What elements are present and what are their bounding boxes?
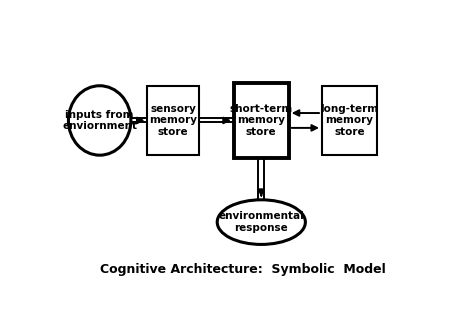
Text: Cognitive Architecture:  Symbolic  Model: Cognitive Architecture: Symbolic Model [100,263,386,276]
Text: inputs from
enviornment: inputs from enviornment [62,110,137,131]
Text: sensory
memory
store: sensory memory store [149,104,197,137]
Bar [322,86,377,155]
Bar [234,83,289,158]
Bar [147,86,199,155]
Text: short-term
memory
store: short-term memory store [230,104,293,137]
Text: long-term
memory
store: long-term memory store [320,104,379,137]
Text: environmental
response: environmental response [219,211,304,233]
